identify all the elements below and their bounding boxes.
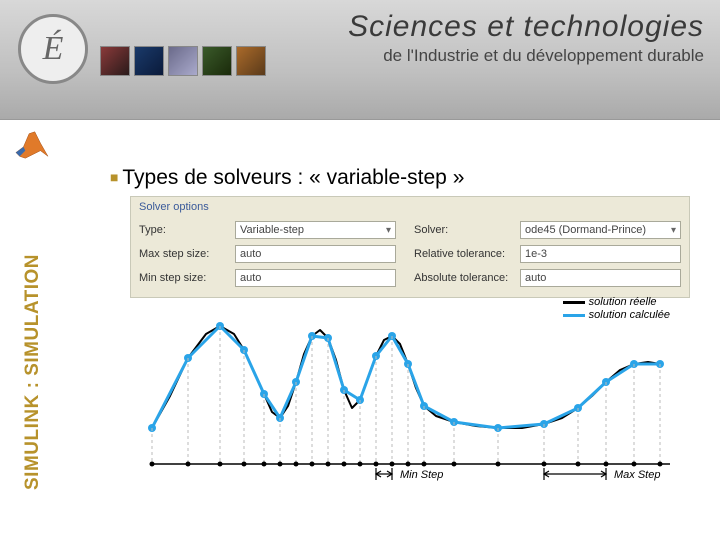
solver-options-panel: Solver options Type: Variable-step Solve… [130, 196, 690, 298]
matlab-icon [12, 128, 50, 162]
max-step-label: Max step size: [139, 248, 227, 260]
banner-title-line2: de l'Industrie et du développement durab… [348, 46, 704, 66]
legend-swatch-calc [563, 314, 585, 317]
thumb [134, 46, 164, 76]
max-step-value: auto [240, 248, 261, 260]
slide-heading: Types de solveurs : « variable-step » [110, 166, 464, 190]
variable-step-chart: solution réelle solution calculée Min St… [130, 300, 690, 490]
legend-swatch-real [563, 301, 585, 304]
chart-legend: solution réelle solution calculée [563, 296, 670, 322]
vertical-section-label: SIMULINK : SIMULATION [22, 254, 44, 490]
rel-tol-input[interactable]: 1e-3 [520, 245, 681, 263]
solver-select[interactable]: ode45 (Dormand-Prince) [520, 221, 681, 239]
svg-text:Min Step: Min Step [400, 469, 443, 481]
min-step-input[interactable]: auto [235, 269, 396, 287]
thumb [168, 46, 198, 76]
banner-title-line1: Sciences et technologies [348, 10, 704, 44]
type-label: Type: [139, 224, 227, 236]
type-value: Variable-step [240, 224, 304, 236]
header-banner: É Sciences et technologies de l'Industri… [0, 0, 720, 120]
max-step-input[interactable]: auto [235, 245, 396, 263]
min-step-value: auto [240, 272, 261, 284]
type-select[interactable]: Variable-step [235, 221, 396, 239]
banner-thumbnails [100, 46, 266, 76]
banner-title: Sciences et technologies de l'Industrie … [348, 10, 704, 66]
institution-logo: É [18, 14, 88, 84]
chart-svg: Min Step Max Step [130, 300, 690, 490]
rel-tol-label: Relative tolerance: [404, 248, 512, 260]
panel-legend: Solver options [139, 201, 681, 213]
thumb [236, 46, 266, 76]
rel-tol-value: 1e-3 [525, 248, 547, 260]
abs-tol-value: auto [525, 272, 546, 284]
abs-tol-input[interactable]: auto [520, 269, 681, 287]
thumb [202, 46, 232, 76]
legend-label-real: solution réelle [589, 296, 657, 309]
abs-tol-label: Absolute tolerance: [404, 272, 512, 284]
logo-letter: É [43, 30, 64, 68]
thumb [100, 46, 130, 76]
solver-label: Solver: [404, 224, 512, 236]
min-step-label: Min step size: [139, 272, 227, 284]
solver-value: ode45 (Dormand-Prince) [525, 224, 646, 236]
legend-label-calc: solution calculée [589, 309, 670, 322]
svg-text:Max Step: Max Step [614, 469, 660, 481]
